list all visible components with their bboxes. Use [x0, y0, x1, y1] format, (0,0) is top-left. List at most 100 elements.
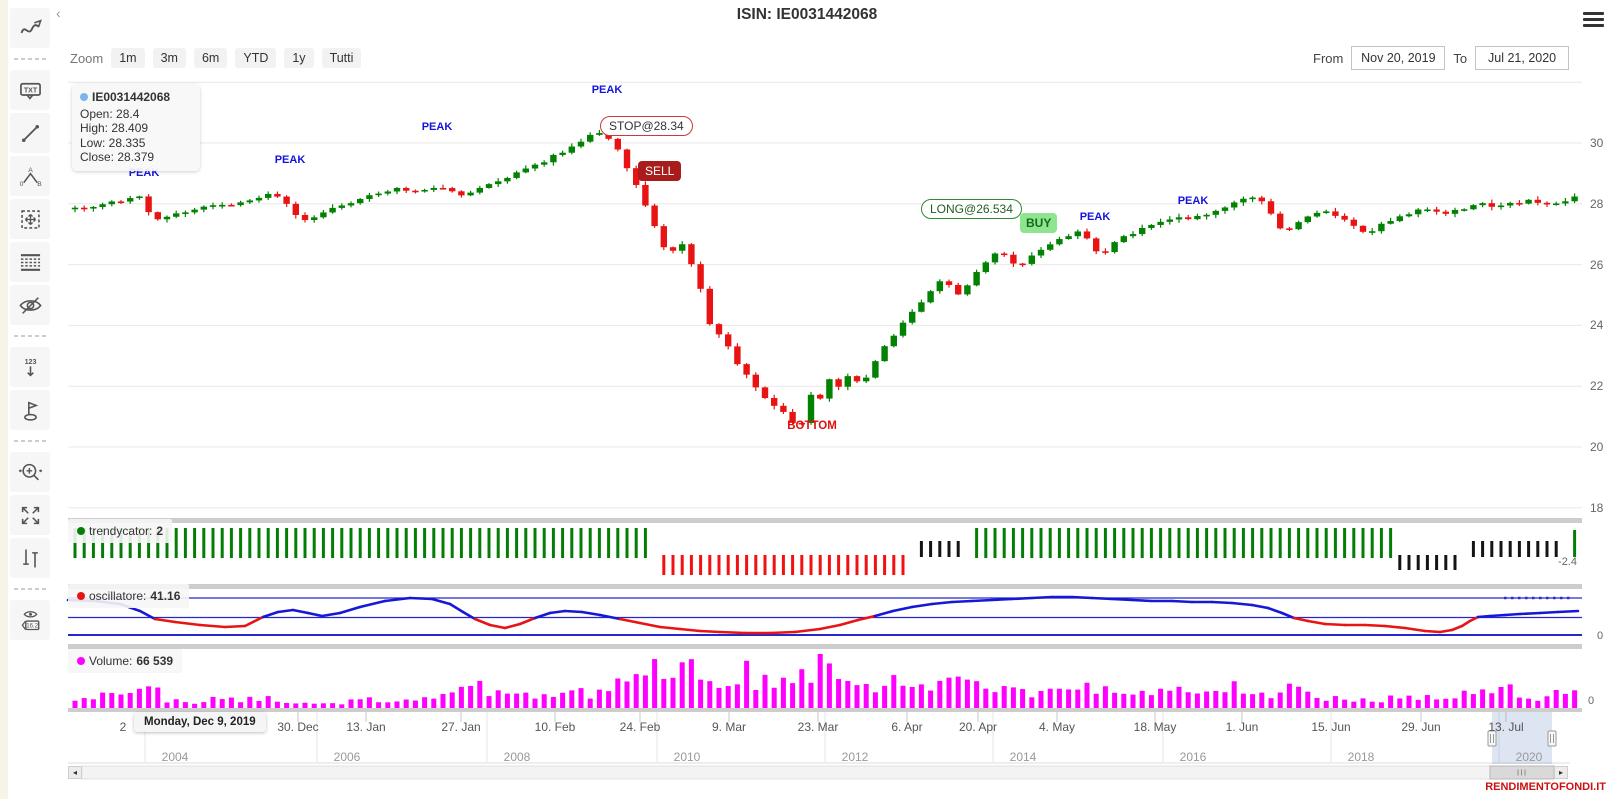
volume-bar — [1406, 695, 1412, 708]
panel-separator[interactable] — [68, 584, 1582, 589]
volume-bar — [1470, 694, 1476, 708]
oscillator-line — [618, 617, 642, 625]
volume-series — [72, 654, 1578, 708]
candle — [697, 264, 704, 289]
zoom-in-tool-button[interactable] — [10, 452, 50, 492]
candle — [633, 168, 640, 185]
candle — [918, 302, 925, 312]
zoom-1y-button[interactable]: 1y — [284, 48, 314, 68]
zoom-label: Zoom — [70, 50, 104, 66]
candle — [1047, 244, 1054, 250]
indicators-tool-button[interactable] — [10, 8, 50, 48]
candle — [301, 214, 309, 220]
candle — [1221, 207, 1229, 211]
trendycator-bar — [1508, 541, 1512, 557]
trendycator-bar — [1131, 528, 1135, 558]
candle — [568, 146, 575, 153]
zoom-ytd-button[interactable]: YTD — [235, 48, 277, 68]
trendycator-bar — [91, 528, 95, 558]
volume-bar — [716, 687, 722, 708]
volume-bar — [753, 690, 759, 708]
scrollbar-right-arrow[interactable]: ▸ — [1554, 766, 1568, 779]
panel-separator[interactable] — [68, 644, 1582, 649]
from-date-input[interactable] — [1351, 46, 1446, 70]
toolbar-separator — [14, 335, 46, 337]
navigator-selected-range[interactable] — [1492, 712, 1552, 764]
to-date-input[interactable] — [1475, 46, 1570, 70]
hide-drawings-tool-button[interactable] — [10, 285, 50, 325]
crop-move-tool-button[interactable] — [10, 199, 50, 239]
scrollbar-track[interactable] — [81, 765, 1555, 780]
current-price-tool-button[interactable]: 16.2 — [10, 600, 50, 640]
oscillator-line — [548, 609, 567, 615]
fullscreen-tool-button[interactable] — [10, 495, 50, 535]
candle — [1562, 201, 1569, 204]
trend-line-tool-button[interactable] — [10, 113, 50, 153]
trendycator-bar — [837, 555, 841, 575]
navigator-right-handle[interactable] — [1547, 730, 1557, 747]
trendycator-bar — [671, 555, 675, 575]
trendycator-bar — [855, 555, 859, 575]
oscillator-line — [678, 627, 702, 633]
candle — [412, 190, 419, 193]
flag-tool-button[interactable] — [10, 390, 50, 430]
panel-separator[interactable] — [68, 518, 1582, 523]
table-rows-tool-button[interactable] — [10, 242, 50, 282]
trendycator-bar — [1517, 541, 1521, 557]
zoom-3m-button[interactable]: 3m — [152, 48, 186, 68]
candle — [761, 387, 769, 399]
candle — [439, 187, 447, 190]
candle — [347, 203, 355, 206]
text-annotation-tool-button[interactable]: TXT — [10, 70, 50, 110]
trendycator-bar — [294, 528, 298, 558]
navigator-left-handle[interactable] — [1487, 730, 1497, 747]
volume-bar — [624, 681, 630, 708]
scrollbar-left-arrow[interactable]: ◂ — [68, 766, 82, 779]
candle — [881, 346, 888, 362]
crosshair-date-tooltip: Monday, Dec 9, 2019 — [134, 712, 266, 732]
candle — [936, 281, 943, 292]
volume-bar — [826, 663, 832, 708]
volume-bar — [256, 701, 262, 708]
zoom-tutti-button[interactable]: Tutti — [321, 48, 362, 68]
zoom-6m-button[interactable]: 6m — [193, 48, 228, 68]
volume-bar — [173, 699, 179, 708]
trendycator-bar — [542, 528, 546, 558]
oscillatore-dot-icon — [77, 592, 85, 600]
volume-bar — [348, 699, 354, 708]
numbers-down-tool-button[interactable]: 123 — [10, 347, 50, 387]
crop-move-icon — [20, 209, 40, 229]
from-label: From — [1313, 50, 1344, 66]
volume-bar — [661, 678, 667, 708]
trendycator-bar — [1361, 528, 1365, 558]
candle — [1341, 215, 1348, 220]
volume-bar — [918, 684, 924, 708]
text-annotation-icon: TXT — [19, 82, 41, 100]
panel-separator[interactable] — [68, 708, 1582, 712]
x-axis-partial-label: 2 — [119, 720, 127, 734]
trendycator-bar — [183, 528, 187, 558]
candle — [1525, 199, 1532, 204]
candle — [1111, 242, 1118, 253]
menu-button[interactable] — [1583, 12, 1604, 30]
zoom-1m-button[interactable]: 1m — [111, 48, 145, 68]
adjust-bars-tool-button[interactable] — [10, 538, 50, 578]
candle — [1516, 202, 1523, 205]
candle — [844, 376, 851, 387]
trendycator-bar — [533, 528, 537, 558]
trendycator-bar — [984, 528, 988, 558]
oscillator-line — [1266, 606, 1284, 615]
trendycator-bar — [1315, 528, 1319, 558]
trendycator-bar — [82, 528, 86, 558]
trendycator-bar — [597, 528, 601, 558]
oscillator-line — [1488, 613, 1507, 618]
oscillator-line — [950, 599, 974, 604]
candle — [1083, 231, 1091, 239]
table-rows-icon — [20, 253, 40, 271]
oscillator-line — [488, 623, 507, 630]
volume-bar — [845, 680, 851, 708]
trendycator-bar — [312, 528, 316, 558]
toolbar-collapse-chevron[interactable]: ‹ — [56, 5, 61, 21]
measure-abc-tool-button[interactable]: A 0 B — [10, 156, 50, 196]
volume-bar — [81, 698, 87, 708]
